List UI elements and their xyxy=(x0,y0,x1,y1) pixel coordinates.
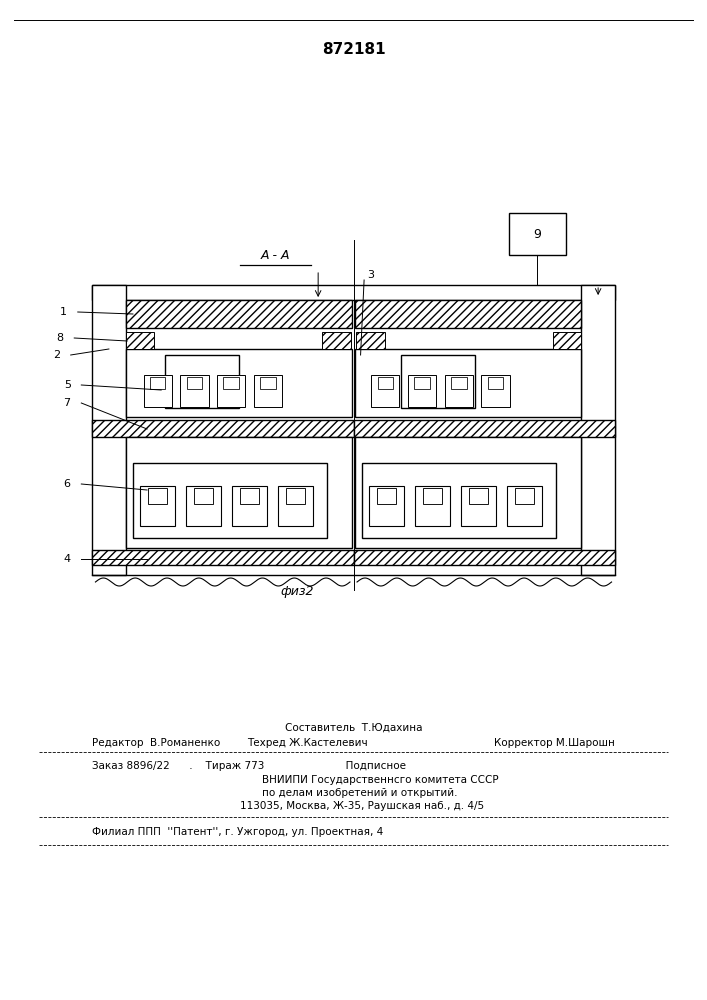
Bar xyxy=(278,486,313,526)
Text: Корректор М.Шарошн: Корректор М.Шарошн xyxy=(494,738,615,748)
Bar xyxy=(461,486,496,526)
Text: 2: 2 xyxy=(53,350,60,360)
Text: 6: 6 xyxy=(64,479,71,489)
Bar xyxy=(140,486,175,526)
Bar xyxy=(481,375,510,407)
Bar xyxy=(377,488,397,504)
Text: 8: 8 xyxy=(57,333,64,343)
Bar xyxy=(150,377,165,389)
Bar xyxy=(355,349,581,417)
Bar xyxy=(354,550,615,565)
Bar xyxy=(423,488,443,504)
Bar xyxy=(260,377,276,389)
Bar xyxy=(378,377,393,389)
Text: 872181: 872181 xyxy=(322,42,385,57)
Bar xyxy=(415,486,450,526)
Bar xyxy=(92,285,615,300)
Bar xyxy=(369,486,404,526)
Text: Редактор  В.Романенко: Редактор В.Романенко xyxy=(92,738,220,748)
Bar xyxy=(254,375,282,407)
Bar xyxy=(186,486,221,526)
Text: Техред Ж.Кастелевич: Техред Ж.Кастелевич xyxy=(247,738,368,748)
Bar xyxy=(322,332,351,349)
Bar xyxy=(126,332,154,349)
Text: 4: 4 xyxy=(64,554,71,564)
Text: 113035, Москва, Ж-35, Раушская наб., д. 4/5: 113035, Москва, Ж-35, Раушская наб., д. … xyxy=(240,801,484,811)
Bar xyxy=(126,437,352,548)
Bar xyxy=(187,377,202,389)
Bar xyxy=(223,377,239,389)
Text: 3: 3 xyxy=(368,270,375,280)
Text: по делам изобретений и открытий.: по делам изобретений и открытий. xyxy=(262,788,457,798)
Bar xyxy=(445,375,473,407)
Bar xyxy=(451,377,467,389)
Bar xyxy=(92,285,126,575)
Bar xyxy=(286,488,305,504)
Bar xyxy=(507,486,542,526)
Bar xyxy=(581,285,615,575)
Bar xyxy=(148,488,168,504)
Bar xyxy=(92,420,354,437)
Bar xyxy=(414,377,430,389)
Text: 7: 7 xyxy=(64,398,71,408)
Bar xyxy=(165,355,239,408)
Bar xyxy=(217,375,245,407)
Bar xyxy=(356,332,385,349)
Bar xyxy=(355,300,581,328)
Text: А - А: А - А xyxy=(261,249,291,262)
Bar xyxy=(194,488,214,504)
Bar xyxy=(354,420,615,437)
Text: 5: 5 xyxy=(64,380,71,390)
Bar xyxy=(515,488,534,504)
Bar xyxy=(232,486,267,526)
Bar xyxy=(553,332,581,349)
Bar xyxy=(180,375,209,407)
Text: 1: 1 xyxy=(60,307,67,317)
Bar xyxy=(488,377,503,389)
Bar xyxy=(144,375,172,407)
Bar xyxy=(401,355,475,408)
Bar xyxy=(133,463,327,538)
Bar xyxy=(355,437,581,548)
Bar xyxy=(469,488,489,504)
Bar xyxy=(240,488,259,504)
Text: 9: 9 xyxy=(533,228,542,240)
Text: ВНИИПИ Государственнсго комитета СССР: ВНИИПИ Государственнсго комитета СССР xyxy=(262,775,498,785)
Bar xyxy=(509,213,566,255)
Text: Составитель  Т.Юдахина: Составитель Т.Юдахина xyxy=(285,723,422,733)
Bar xyxy=(126,349,352,417)
Bar xyxy=(371,375,399,407)
Bar xyxy=(92,550,354,565)
Bar xyxy=(362,463,556,538)
Bar xyxy=(126,300,352,328)
Text: Филиал ППП  ''Патент'', г. Ужгород, ул. Проектная, 4: Филиал ППП ''Патент'', г. Ужгород, ул. П… xyxy=(92,827,383,837)
Text: физ2: физ2 xyxy=(280,585,314,598)
Text: Заказ 8896/22      .    Тираж 773                         Подписное: Заказ 8896/22 . Тираж 773 Подписное xyxy=(92,761,406,771)
Bar xyxy=(408,375,436,407)
